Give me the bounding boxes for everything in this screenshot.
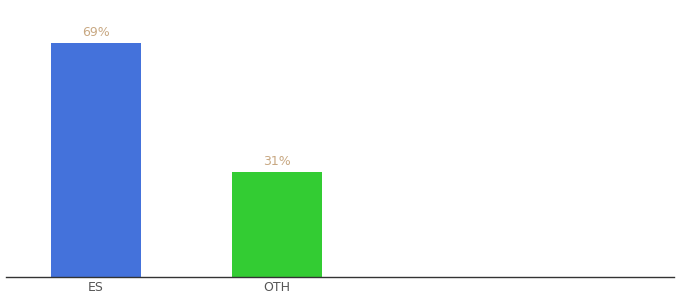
- Text: 69%: 69%: [82, 26, 110, 39]
- Bar: [231, 172, 322, 277]
- Text: 31%: 31%: [263, 155, 290, 168]
- Bar: [51, 43, 141, 277]
